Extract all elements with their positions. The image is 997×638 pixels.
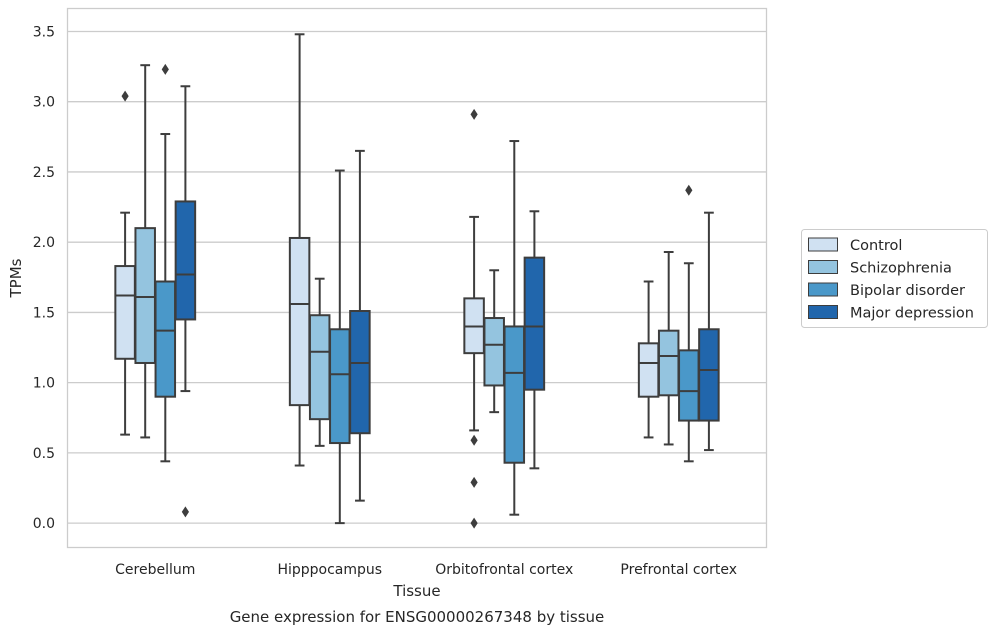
- y-tick-label: 3.5: [33, 24, 55, 40]
- box-0-2: [154, 63, 177, 463]
- legend-label: Control: [850, 238, 902, 254]
- outlier-point: [121, 90, 129, 102]
- box-1-3: [349, 149, 371, 502]
- iqr-box: [174, 200, 197, 321]
- y-tick-labels: 0.0 0.5 1.0 1.5 2.0 2.5 3.0 3.5: [33, 24, 55, 532]
- plot-frame: [66, 7, 768, 549]
- iqr-box: [637, 342, 660, 398]
- iqr-box: [308, 314, 331, 421]
- outlier-point: [470, 517, 478, 529]
- box-2-3: [523, 210, 546, 470]
- x-axis-label: Tissue: [392, 582, 440, 600]
- iqr-box: [483, 317, 505, 387]
- x-tick-label: Orbitofrontal cortex: [435, 562, 573, 578]
- y-tick-label: 2.0: [33, 235, 55, 251]
- iqr-box: [134, 227, 156, 364]
- y-axis-label: TPMs: [7, 258, 25, 298]
- box-1-0: [288, 33, 311, 467]
- box-2-2: [503, 140, 526, 516]
- iqr-box: [657, 329, 680, 397]
- box-2-0: [463, 108, 485, 529]
- outlier-point: [470, 476, 478, 488]
- outlier-point: [685, 184, 693, 196]
- iqr-box: [288, 236, 311, 407]
- iqr-box: [678, 349, 700, 422]
- iqr-box: [114, 265, 136, 360]
- y-tick-label: 0.5: [33, 446, 55, 462]
- outlier-point: [161, 63, 169, 75]
- legend-label: Schizophrenia: [850, 261, 952, 277]
- legend-swatch: [808, 260, 838, 274]
- y-tick-label: 0.0: [33, 516, 55, 532]
- iqr-box: [698, 328, 720, 422]
- figure-caption: Gene expression for ENSG00000267348 by t…: [230, 608, 605, 626]
- legend-label: Major depression: [850, 306, 974, 322]
- outlier-point: [181, 506, 189, 518]
- boxes-layer: [114, 33, 720, 529]
- box-3-3: [698, 211, 720, 452]
- x-tick-labels: Cerebellum Hipppocampus Orbitofrontal cort…: [115, 562, 737, 578]
- legend-swatch: [808, 305, 838, 319]
- legend-swatch: [808, 282, 838, 297]
- iqr-box: [503, 325, 526, 464]
- legend-swatch: [808, 237, 838, 252]
- x-tick-label: Prefrontal cortex: [620, 562, 737, 578]
- iqr-box: [154, 280, 177, 398]
- x-tick-label: Cerebellum: [115, 562, 195, 578]
- legend-frame: [801, 229, 988, 328]
- legend-label: Bipolar disorder: [850, 283, 965, 299]
- y-tick-label: 1.5: [33, 305, 55, 321]
- y-tick-label: 3.0: [33, 95, 55, 111]
- outlier-point: [470, 434, 478, 446]
- y-tick-label: 1.0: [33, 376, 55, 392]
- box-0-3: [174, 85, 197, 518]
- legend: Control Schizophrenia Bipolar disorder Majo…: [801, 229, 988, 328]
- x-tick-label: Hipppocampus: [277, 562, 382, 578]
- iqr-box: [349, 310, 371, 435]
- iqr-box: [523, 256, 546, 391]
- outlier-point: [470, 108, 478, 120]
- box-1-1: [308, 277, 331, 447]
- iqr-box: [329, 328, 351, 445]
- y-tick-label: 2.5: [33, 165, 55, 181]
